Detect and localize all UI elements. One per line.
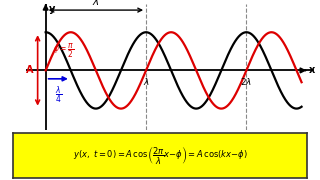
Text: $\lambda$: $\lambda$: [92, 0, 100, 7]
Text: $2\lambda$: $2\lambda$: [240, 76, 252, 87]
Text: $\lambda$: $\lambda$: [143, 76, 149, 87]
Text: y: y: [49, 4, 55, 14]
Text: $y(x,\ t{=}0) = A\,\cos\!\left(\dfrac{2\pi}{\lambda}x{-}\phi\right) = A\,\cos(kx: $y(x,\ t{=}0) = A\,\cos\!\left(\dfrac{2\…: [73, 145, 247, 167]
Text: A: A: [26, 65, 34, 75]
Text: $\dfrac{\lambda}{4}$: $\dfrac{\lambda}{4}$: [55, 85, 62, 105]
Text: $\phi{=}\dfrac{\pi}{2}$: $\phi{=}\dfrac{\pi}{2}$: [53, 41, 74, 60]
Text: x: x: [308, 65, 315, 75]
